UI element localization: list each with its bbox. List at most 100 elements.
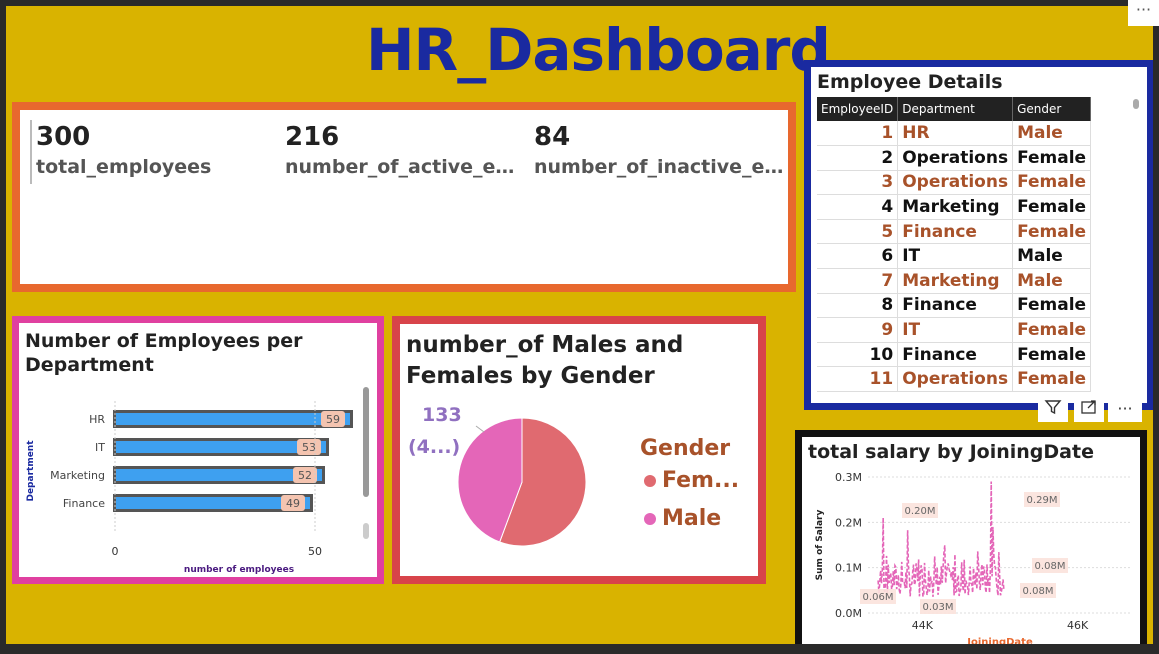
- kpi-total-employees: 300 total_employees: [36, 122, 276, 178]
- kpi-value: 84: [534, 122, 571, 152]
- pie-data-label-value: 133: [422, 404, 462, 426]
- cell-employeeid: 3: [817, 170, 899, 196]
- data-label: 0.08M: [1023, 586, 1054, 597]
- x-tick-label: 46K: [1067, 619, 1089, 632]
- cell-gender: Male: [1012, 243, 1092, 270]
- table-row[interactable]: 7 Marketing Male: [817, 268, 1092, 294]
- kpi-inactive-employees: 84 number_of_inactive_employees: [534, 122, 784, 178]
- pie-data-label-percent: (4...): [408, 436, 461, 458]
- filter-icon[interactable]: [1038, 398, 1068, 422]
- chart-scrollbar[interactable]: [363, 387, 369, 497]
- cell-gender: Male: [1012, 268, 1092, 294]
- kpi-value: 300: [36, 122, 91, 152]
- salary-by-joiningdate-chart[interactable]: total salary by JoiningDate 0.0M 0.1M 0.2M…: [795, 430, 1147, 644]
- cell-gender: Female: [1012, 293, 1092, 319]
- cell-employeeid: 1: [817, 121, 899, 147]
- table-row[interactable]: 8 Finance Female: [817, 293, 1092, 319]
- data-label-bg: [902, 503, 938, 518]
- line-chart-svg: 0.0M 0.1M 0.2M 0.3M 44K 46K Sum of Salary Joini…: [815, 471, 1132, 644]
- cell-department: Marketing: [897, 194, 1014, 220]
- bar-hr[interactable]: [116, 413, 350, 425]
- legend-dot-icon: [644, 475, 656, 487]
- chart-title: number_of Males and Females by Gender: [406, 332, 684, 389]
- x-axis-label: number of employees: [184, 565, 294, 575]
- kpi-card[interactable]: 300 total_employees 216 number_of_active…: [12, 102, 796, 292]
- data-label-bg: [321, 411, 345, 427]
- cell-employeeid: 6: [817, 243, 899, 270]
- table-row[interactable]: 6 IT Male: [817, 243, 1092, 270]
- cell-department: Operations: [897, 366, 1014, 393]
- cell-gender: Male: [1012, 121, 1092, 147]
- pie-slice-female[interactable]: [499, 417, 587, 547]
- gender-pie-chart[interactable]: number_of Males and Females by Gender 13…: [392, 316, 766, 584]
- cell-gender: Female: [1012, 366, 1092, 393]
- tick-label-marketing: Marketing: [50, 469, 105, 482]
- focus-mode-icon[interactable]: [1074, 398, 1104, 422]
- cell-employeeid: 11: [817, 366, 899, 393]
- employee-table[interactable]: EmployeeID Department Gender 1 HR Male 2 Ope…: [817, 97, 1092, 393]
- cell-employeeid: 2: [817, 145, 899, 171]
- employee-details-table[interactable]: Employee Details EmployeeID Department G…: [804, 60, 1153, 410]
- legend-label: Male: [662, 506, 722, 531]
- more-options-icon[interactable]: ···: [1128, 0, 1159, 26]
- data-label-bg: [920, 599, 956, 614]
- cell-department: HR: [897, 121, 1014, 147]
- pie-slice-male[interactable]: [457, 417, 523, 543]
- kpi-label: total_employees: [36, 156, 212, 178]
- data-label: 0.20M: [905, 506, 936, 517]
- pie-chart-svg: [457, 417, 587, 547]
- y-axis-label: Department: [26, 440, 36, 502]
- cell-employeeid: 4: [817, 194, 899, 220]
- data-label: 0.03M: [923, 602, 954, 613]
- legend-item-male[interactable]: Male: [644, 506, 721, 531]
- data-label-bg: [1020, 583, 1056, 598]
- data-label-bg: [1024, 492, 1060, 507]
- data-label-bg: [281, 495, 305, 511]
- cell-department: Marketing: [897, 268, 1014, 294]
- bar-marketing[interactable]: [116, 469, 322, 481]
- column-header-department[interactable]: Department: [897, 97, 1014, 121]
- data-label: 0.29M: [1027, 495, 1058, 506]
- legend-dot-icon: [644, 513, 656, 525]
- employees-per-department-chart[interactable]: Number of Employees per Department Depar…: [12, 316, 384, 584]
- table-scrollbar[interactable]: [1133, 99, 1139, 109]
- table-row[interactable]: 4 Marketing Female: [817, 194, 1092, 220]
- kpi-value: 216: [285, 122, 340, 152]
- salary-line[interactable]: [877, 481, 1005, 598]
- table-row[interactable]: 11 Operations Female: [817, 366, 1092, 393]
- data-label: 0.08M: [1035, 561, 1066, 572]
- table-row[interactable]: 1 HR Male: [817, 121, 1092, 147]
- legend-title: Gender: [640, 436, 731, 461]
- table-row[interactable]: 10 Finance Female: [817, 342, 1092, 368]
- cell-department: IT: [897, 243, 1014, 270]
- y-axis-label: Sum of Salary: [815, 510, 825, 581]
- kpi-label: number_of_inactive_employees: [534, 156, 784, 178]
- table-row[interactable]: 9 IT Female: [817, 317, 1092, 343]
- cell-department: Finance: [897, 342, 1014, 368]
- more-options-icon[interactable]: ···: [1108, 398, 1142, 422]
- chart-title: Number of Employees per Department: [25, 330, 303, 376]
- kpi-active-employees: 216 number_of_active_employees: [285, 122, 525, 178]
- cell-gender: Female: [1012, 219, 1092, 245]
- cell-department: Operations: [897, 145, 1014, 171]
- column-header-employeeid[interactable]: EmployeeID: [817, 97, 899, 121]
- report-canvas: HR_Dashboard 300 total_employees 216 num…: [6, 6, 1153, 644]
- table-row[interactable]: 2 Operations Female: [817, 145, 1092, 171]
- bar-it[interactable]: [116, 441, 326, 453]
- bar-finance[interactable]: [116, 497, 310, 509]
- column-header-gender[interactable]: Gender: [1012, 97, 1092, 121]
- data-label: 53: [302, 441, 316, 454]
- cell-employeeid: 7: [817, 268, 899, 294]
- chart-title: total salary by JoiningDate: [808, 441, 1094, 463]
- cell-department: Finance: [897, 219, 1014, 245]
- data-label-bg: [293, 467, 317, 483]
- table-visual-toolbar: ···: [1038, 398, 1148, 424]
- table-row[interactable]: 5 Finance Female: [817, 219, 1092, 245]
- legend-item-female[interactable]: Fem...: [644, 468, 739, 493]
- cell-employeeid: 10: [817, 342, 899, 368]
- tick-label-it: IT: [95, 441, 105, 454]
- y-tick-label: 0.0M: [835, 607, 862, 620]
- table-row[interactable]: 3 Operations Female: [817, 170, 1092, 196]
- cell-department: Finance: [897, 293, 1014, 319]
- leader-line: [475, 425, 485, 433]
